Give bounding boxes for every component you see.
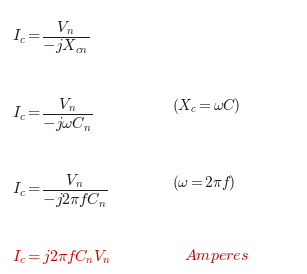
Text: $( X_c = \omega C)$: $( X_c = \omega C)$ <box>172 96 240 116</box>
Text: $I_c = \dfrac{V_n}{-j2\pi f C_n}$: $I_c = \dfrac{V_n}{-j2\pi f C_n}$ <box>12 173 108 210</box>
Text: $( \omega = 2\pi f)$: $( \omega = 2\pi f)$ <box>172 173 235 193</box>
Text: $I_c = \dfrac{V_n}{-jX_{cn}}$: $I_c = \dfrac{V_n}{-jX_{cn}}$ <box>12 19 90 56</box>
Text: $I_c = j2\pi f C_n V_n$: $I_c = j2\pi f C_n V_n$ <box>12 247 111 266</box>
Text: $\mathit{Amperes}$: $\mathit{Amperes}$ <box>184 247 249 265</box>
Text: $I_c = \dfrac{V_n}{-j\omega C_n}$: $I_c = \dfrac{V_n}{-j\omega C_n}$ <box>12 96 93 134</box>
